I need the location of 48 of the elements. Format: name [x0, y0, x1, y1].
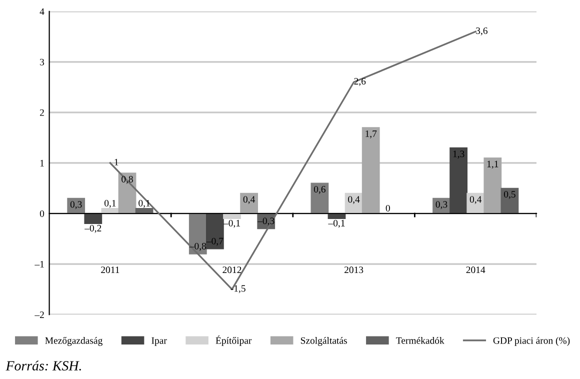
legend-label: Ipar	[152, 337, 167, 346]
data-label: 0,1	[138, 200, 150, 208]
y-tick-label: 2	[40, 109, 44, 116]
data-label: 0,3	[436, 201, 448, 210]
data-label: 1,3	[453, 150, 464, 159]
data-label: 0,5	[504, 191, 516, 200]
data-label: –0,3	[258, 218, 274, 226]
data-label: –0,1	[328, 220, 345, 228]
bar	[206, 213, 224, 250]
y-tick-label: 0	[40, 210, 44, 217]
bar	[240, 192, 258, 214]
data-label: 0,4	[470, 196, 482, 204]
legend-label: Termékadók	[396, 337, 444, 344]
data-label: 0,6	[314, 186, 326, 194]
data-label: –0,2	[84, 224, 102, 233]
y-tick-label: 1	[40, 160, 44, 166]
data-label: 0,4	[348, 196, 360, 204]
bar	[484, 157, 502, 214]
data-label: 1,1	[487, 160, 498, 169]
legend-label: Szolgáltatás	[300, 337, 347, 346]
data-label: –0,8	[189, 242, 206, 251]
x-tick-label: 2012	[222, 266, 242, 274]
legend-label: Mezőgazdaság	[45, 337, 102, 346]
legend-label: Építőipar	[216, 335, 252, 346]
data-label: 0,4	[243, 196, 255, 204]
data-label: -1,5	[230, 285, 246, 294]
y-tick-label: –2	[34, 312, 44, 318]
x-tick-label: 2014	[466, 266, 486, 274]
bar	[310, 182, 329, 214]
y-tick-label: 3	[40, 58, 44, 66]
data-label: –0,7	[206, 238, 224, 246]
x-tick-label: 2011	[101, 266, 120, 274]
bar	[84, 213, 102, 224]
y-tick-label: –1	[34, 260, 44, 268]
x-tick-label: 2013	[344, 266, 364, 274]
bar	[362, 127, 380, 214]
bar	[450, 147, 468, 214]
data-label: 2,6	[354, 78, 366, 86]
text: Forrás: KSH.	[6, 360, 81, 371]
data-label: 1	[114, 158, 118, 166]
legend-label: GDP piaci áron (%)	[493, 337, 570, 346]
data-label: 3,6	[476, 27, 488, 36]
data-label: 0	[386, 204, 390, 212]
data-label: 0,8	[122, 176, 133, 184]
y-tick-label: 4	[40, 8, 44, 15]
data-label: 0,1	[104, 200, 116, 208]
data-label: 0,3	[70, 201, 82, 210]
data-label: 1,7	[366, 130, 377, 138]
